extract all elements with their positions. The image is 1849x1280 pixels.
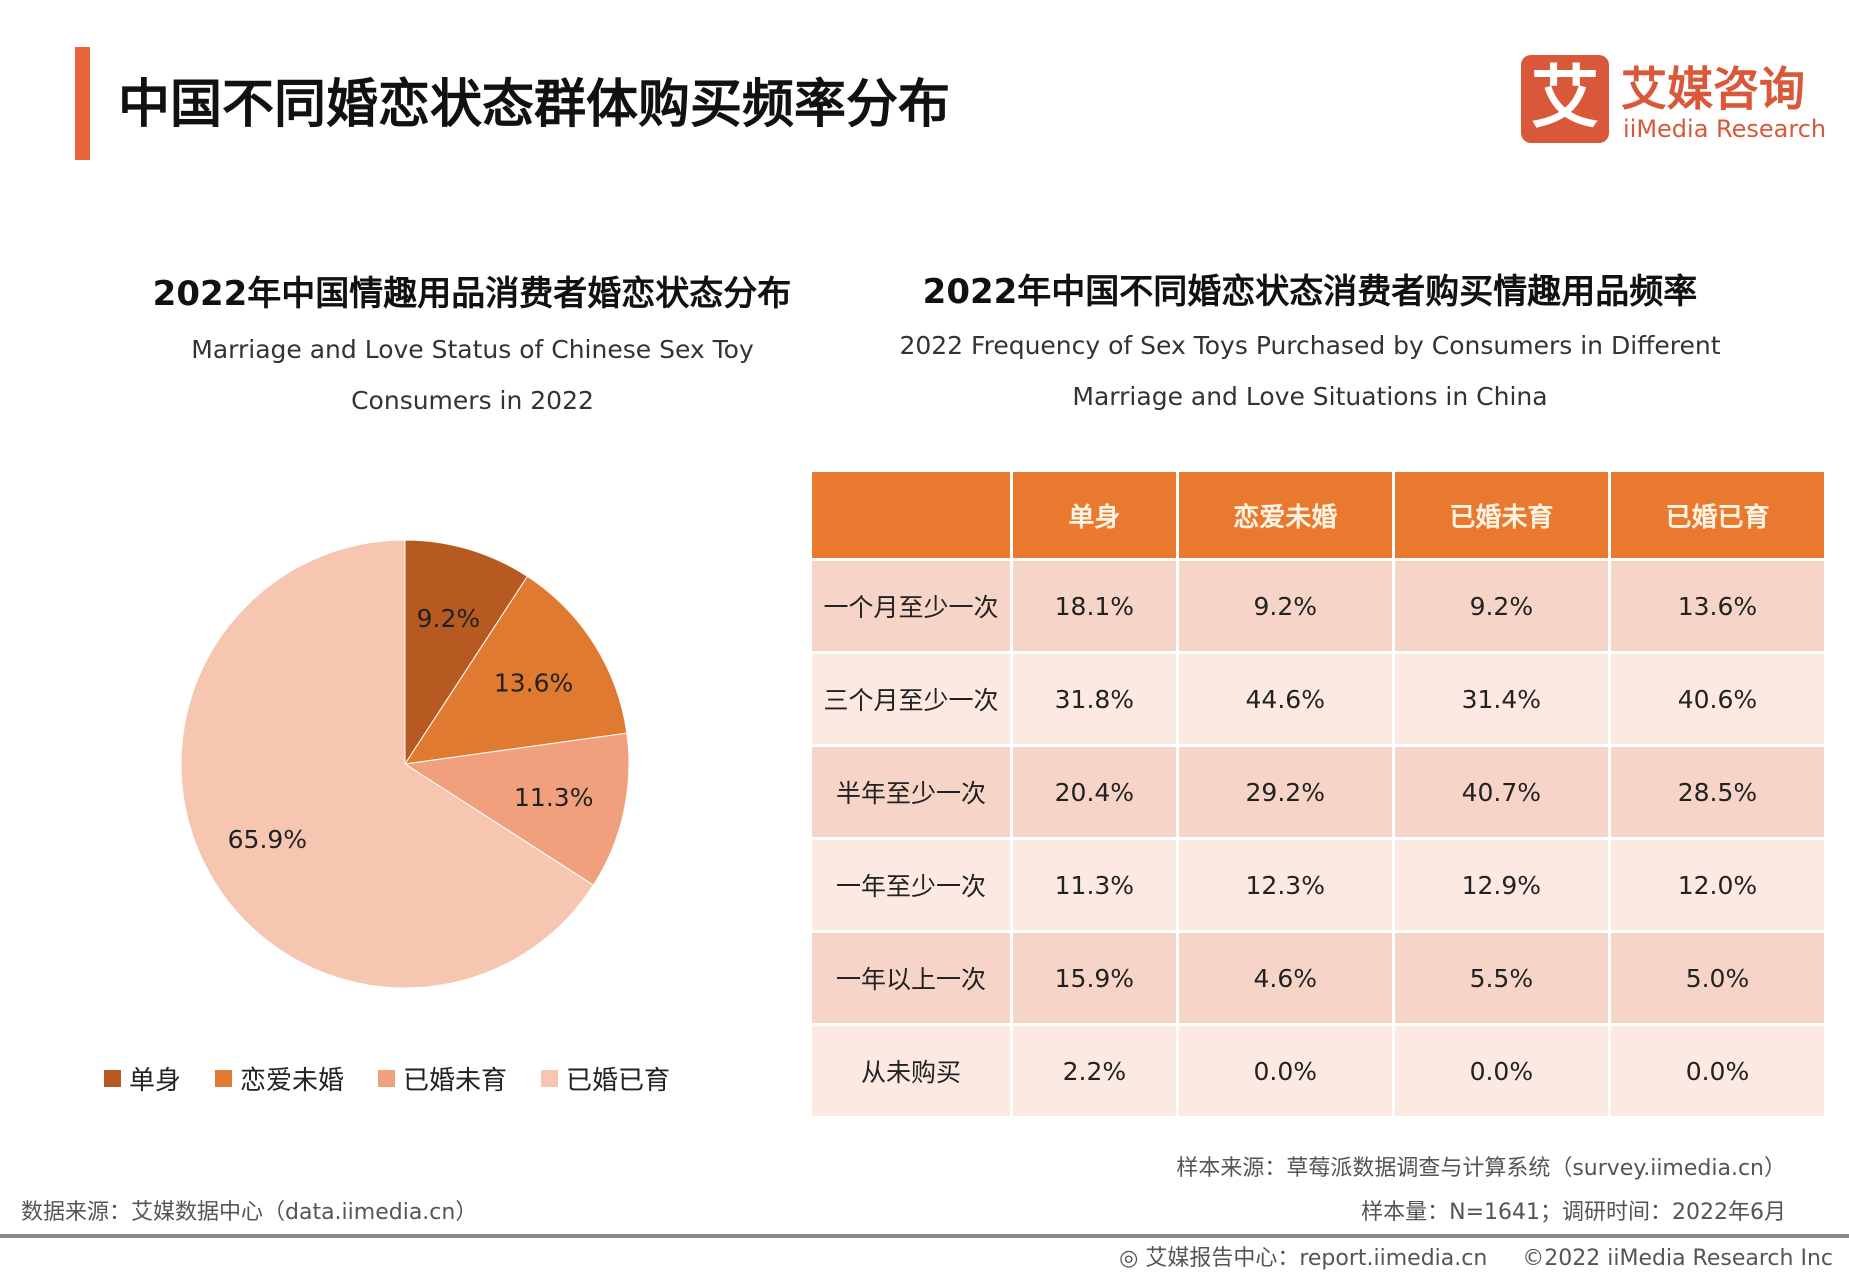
table-cell: 31.4%	[1394, 651, 1608, 744]
legend-label: 单身	[129, 1066, 182, 1096]
logo-name-cn: 艾媒咨询	[1621, 62, 1805, 116]
table-cell: 0.0%	[1610, 1023, 1824, 1116]
pie-slice-1	[403, 575, 628, 765]
table-cell: 12.0%	[1610, 837, 1824, 930]
table-cell: 11.3%	[1013, 837, 1176, 930]
row-label: 从未购买	[812, 1023, 1010, 1116]
pie-slice-0	[404, 539, 529, 766]
pie-title: 2022年中国情趣用品消费者婚恋状态分布	[152, 274, 792, 314]
table-cell: 44.6%	[1178, 651, 1392, 744]
legend-item: 已婚未育	[378, 1060, 507, 1097]
table-row: 半年至少一次 20.4% 29.2% 40.7% 28.5%	[812, 744, 1824, 837]
row-label: 半年至少一次	[812, 744, 1010, 837]
column-header: 已婚已育	[1610, 472, 1824, 558]
column-header: 恋爱未婚	[1178, 472, 1392, 558]
table-row: 三个月至少一次 31.8% 44.6% 31.4% 40.6%	[812, 651, 1824, 744]
pie-data-label: 65.9%	[228, 825, 307, 854]
pie-data-label: 11.3%	[514, 783, 593, 812]
frequency-table: 单身 恋爱未婚 已婚未育 已婚已育 一个月至少一次 18.1% 9.2% 9.2% 13.6%…	[809, 472, 1827, 1116]
iimedia-logo: 艾 艾媒咨询 iiMedia Research	[1521, 53, 1826, 148]
table-cell: 31.8%	[1013, 651, 1176, 744]
row-label: 一年以上一次	[812, 930, 1010, 1023]
column-header: 已婚未育	[1394, 472, 1608, 558]
legend-item: 已婚已育	[541, 1060, 670, 1097]
legend-label: 恋爱未婚	[240, 1066, 345, 1096]
logo-mark: 艾	[1521, 55, 1609, 143]
table-cell: 20.4%	[1013, 744, 1176, 837]
table-cell: 29.2%	[1178, 744, 1392, 837]
table-cell: 5.5%	[1394, 930, 1608, 1023]
legend-item: 单身	[104, 1060, 181, 1097]
table-title: 2022年中国不同婚恋状态消费者购买情趣用品频率	[922, 272, 1698, 312]
table-cell: 13.6%	[1610, 558, 1824, 651]
table-row: 一年至少一次 11.3% 12.3% 12.9% 12.0%	[812, 837, 1824, 930]
column-header	[812, 472, 1010, 558]
sample-info: 样本量：N=1641；调研时间：2022年6月	[1361, 1200, 1786, 1225]
row-label: 一个月至少一次	[812, 558, 1010, 651]
page-title: 中国不同婚恋状态群体购买频率分布	[118, 75, 951, 135]
column-header: 单身	[1013, 472, 1176, 558]
report-center-icon: ◎	[1119, 1246, 1146, 1271]
table-cell: 40.7%	[1394, 744, 1608, 837]
footer-divider	[0, 1234, 1849, 1238]
logo-name-en: iiMedia Research	[1623, 115, 1827, 143]
table-cell: 28.5%	[1610, 744, 1824, 837]
table-row: 一年以上一次 15.9% 4.6% 5.5% 5.0%	[812, 930, 1824, 1023]
data-source: 数据来源：艾媒数据中心（data.iimedia.cn）	[21, 1200, 478, 1225]
title-accent-bar	[75, 47, 90, 160]
table-cell: 9.2%	[1178, 558, 1392, 651]
table-cell: 9.2%	[1394, 558, 1608, 651]
pie-slice-2	[403, 732, 630, 886]
legend-swatch	[104, 1070, 121, 1087]
row-label: 三个月至少一次	[812, 651, 1010, 744]
table-cell: 0.0%	[1178, 1023, 1392, 1116]
legend-item: 恋爱未婚	[215, 1060, 344, 1097]
table-cell: 12.3%	[1178, 837, 1392, 930]
report-center-link[interactable]: 艾媒报告中心：report.iimedia.cn	[1145, 1246, 1488, 1271]
legend-label: 已婚已育	[566, 1066, 671, 1096]
table-row: 一个月至少一次 18.1% 9.2% 9.2% 13.6%	[812, 558, 1824, 651]
row-label: 一年至少一次	[812, 837, 1010, 930]
pie-subtitle: Marriage and Love Status of Chinese Sex …	[191, 335, 754, 415]
table-cell: 40.6%	[1610, 651, 1824, 744]
sample-source: 样本来源：草莓派数据调查与计算系统（survey.iimedia.cn）	[1176, 1156, 1786, 1181]
table-cell: 2.2%	[1013, 1023, 1176, 1116]
table-cell: 12.9%	[1394, 837, 1608, 930]
table-subtitle: 2022 Frequency of Sex Toys Purchased by …	[899, 331, 1721, 411]
table-cell: 5.0%	[1610, 930, 1824, 1023]
pie-data-label: 9.2%	[417, 604, 481, 633]
copyright: ©2022 iiMedia Research Inc	[1522, 1246, 1833, 1271]
pie-slice-3	[180, 539, 595, 989]
legend-swatch	[378, 1070, 396, 1087]
pie-data-label: 13.6%	[494, 668, 573, 697]
pie-chart: 9.2% 13.6% 11.3% 65.9%	[180, 539, 630, 989]
footer-credits: ◎ 艾媒报告中心：report.iimedia.cn ©2022 iiMedia…	[1119, 1240, 1833, 1272]
legend-label: 已婚未育	[403, 1066, 508, 1096]
table-cell: 4.6%	[1178, 930, 1392, 1023]
legend-swatch	[541, 1070, 559, 1087]
table-cell: 15.9%	[1013, 930, 1176, 1023]
table-header-row: 单身 恋爱未婚 已婚未育 已婚已育	[812, 472, 1824, 558]
legend-swatch	[215, 1070, 233, 1087]
pie-legend: 单身 恋爱未婚 已婚未育 已婚已育	[104, 1060, 670, 1097]
table-cell: 0.0%	[1394, 1023, 1608, 1116]
table-cell: 18.1%	[1013, 558, 1176, 651]
table-row: 从未购买 2.2% 0.0% 0.0% 0.0%	[812, 1023, 1824, 1116]
